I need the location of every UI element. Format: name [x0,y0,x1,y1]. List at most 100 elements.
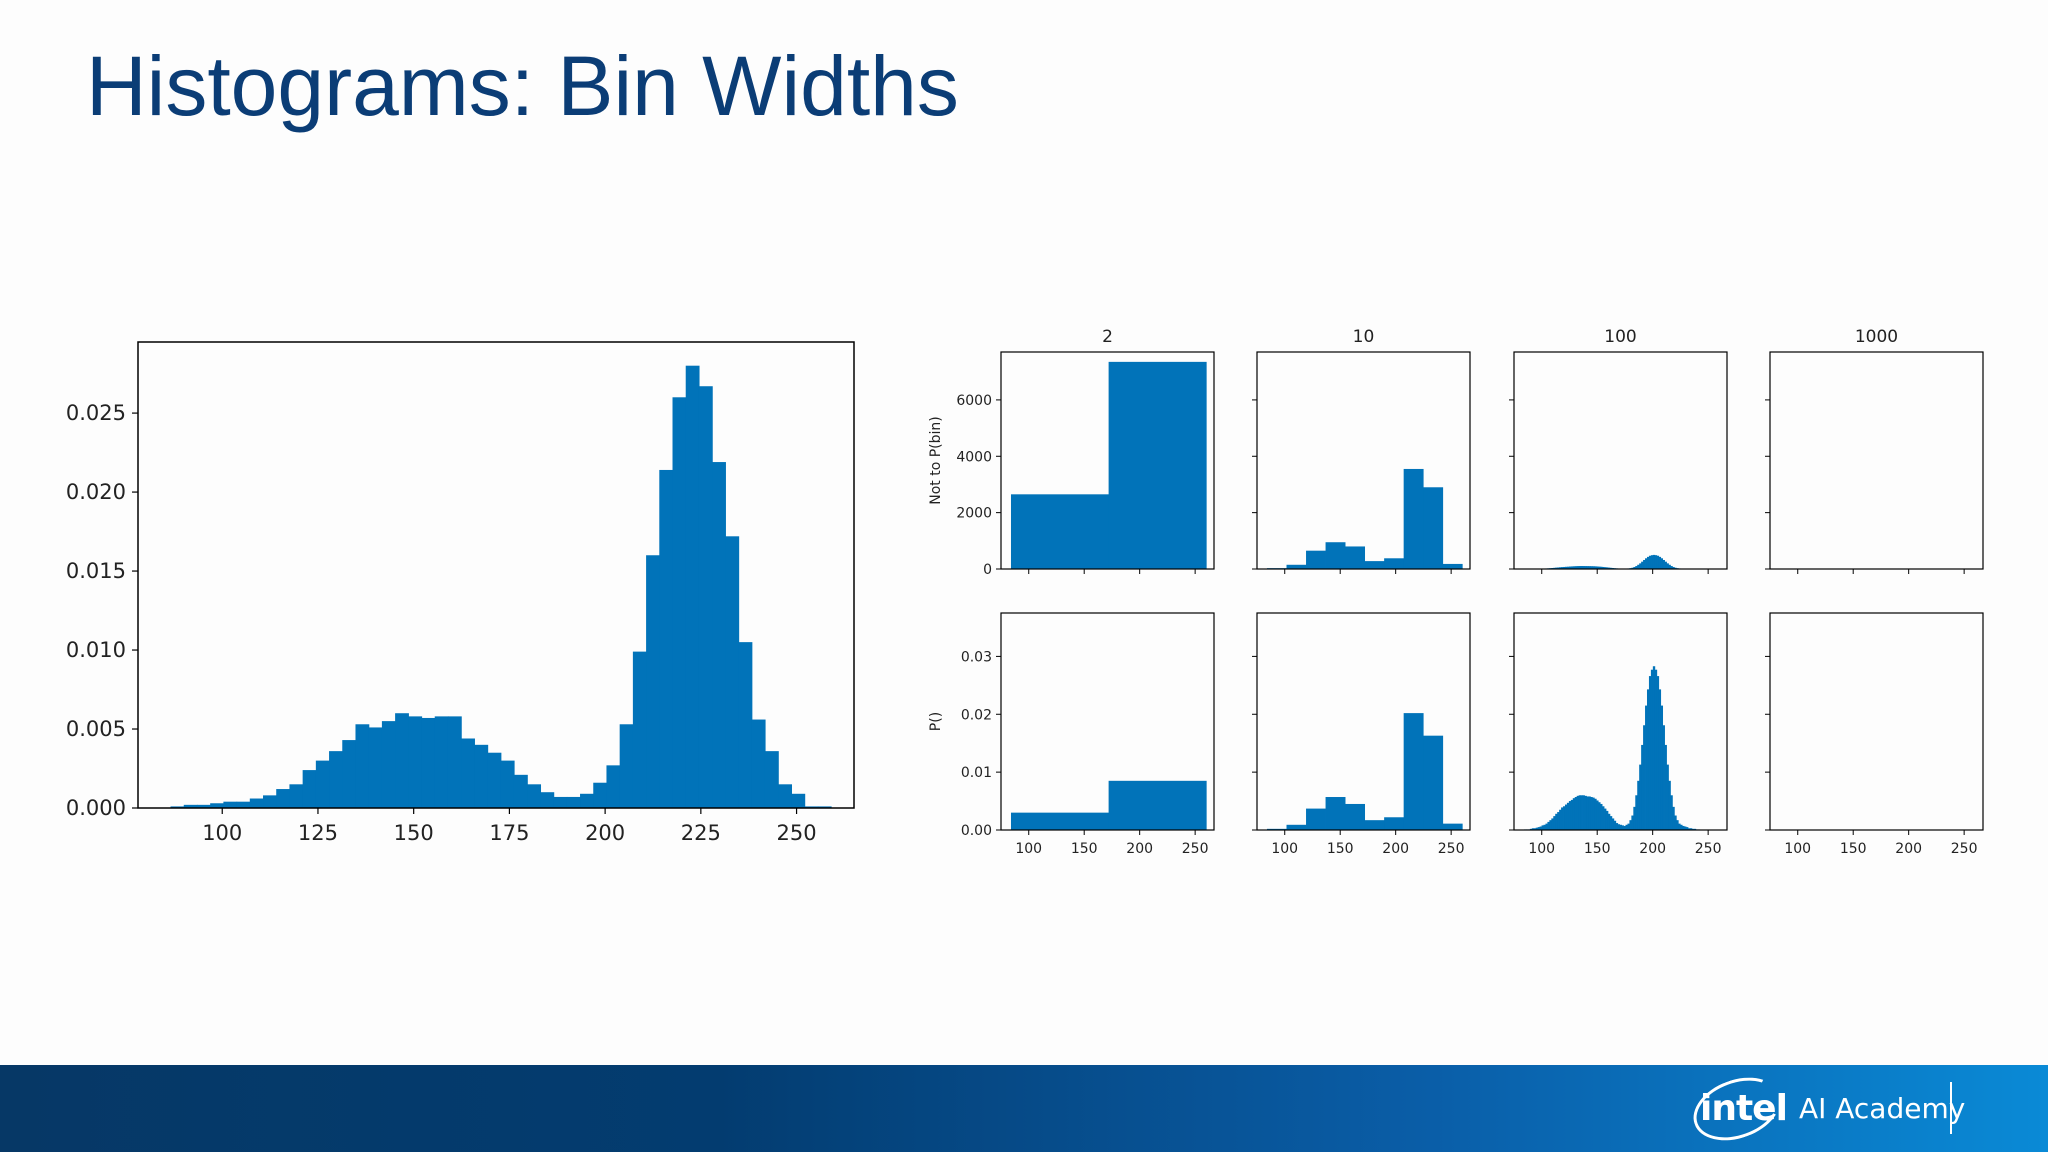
x-tick-label: 200 [1895,841,1922,857]
histogram-bar [1672,806,1675,830]
histogram-bar [1572,566,1576,569]
histogram-bar [1384,558,1405,569]
histogram-bar [1578,566,1582,569]
histogram-bar [1607,813,1611,830]
y-tick-label: 0 [983,562,992,578]
histogram-bar [1666,563,1669,569]
histogram-bar [1633,567,1636,569]
histogram-bar [1602,806,1605,830]
x-tick-label: 250 [1951,841,1978,857]
histogram-bar [1664,744,1667,830]
histogram-bar [1582,795,1585,830]
histogram-bar [1641,744,1644,830]
x-tick-label: 250 [1438,841,1465,857]
x-tick-label: 250 [777,821,817,845]
histogram-bar [1561,567,1564,569]
histogram-bar [646,555,660,808]
histogram-bar [487,752,502,808]
histogram-panel [1523,666,1701,830]
histogram-bar [580,793,594,808]
histogram-bar [1566,802,1570,830]
panel-frame [1513,351,1728,570]
histogram-bar [1682,825,1685,830]
histogram-bar [1574,797,1578,830]
histogram-bar [764,751,779,808]
histogram-bar [659,469,674,808]
histogram-bar [1566,566,1570,569]
histogram-bar [1680,824,1683,830]
histogram-bar [1670,795,1673,830]
x-tick-label: 200 [1382,841,1409,857]
x-tick-label: 225 [681,821,721,845]
histogram-bar [1687,828,1691,830]
histogram-bar [751,719,766,808]
histogram-bar [1641,561,1644,569]
main-histogram-bars [170,365,832,808]
histogram-bar [1108,780,1207,830]
histogram-bar [170,806,185,808]
histogram-bar [1543,824,1546,830]
histogram-bar [1689,828,1693,830]
histogram-bar [1654,555,1658,569]
panel-frame [1769,351,1984,570]
histogram-panel [1010,361,1207,569]
histogram-bar [1590,797,1593,830]
histogram-bar [1637,780,1640,830]
histogram-bar [1551,818,1554,830]
histogram-bar [381,721,396,808]
histogram-bar [1557,567,1560,569]
histogram-bar [1364,561,1385,569]
histogram-panel [1266,468,1463,569]
histogram-bar [1598,802,1601,830]
histogram-bar [1604,567,1607,569]
histogram-bar [778,784,792,808]
histogram-bar [395,713,409,808]
histogram-bar [1635,566,1638,569]
histogram-bar [1545,823,1548,830]
histogram-bar [1584,795,1587,830]
x-tick-label: 150 [394,821,434,845]
y-tick-label: 0.00 [961,823,992,839]
histogram-bar [1598,566,1601,569]
histogram-bar [1570,799,1574,830]
histogram-bar [1010,494,1110,569]
column-title: 100 [1604,327,1636,347]
histogram-bar [606,765,621,808]
x-tick-label: 250 [1695,841,1722,857]
histogram-bar [513,774,528,808]
histogram-bar [1564,804,1568,830]
histogram-bar [1674,567,1677,569]
histogram-bar [1645,558,1648,569]
histogram-bar [1654,669,1658,830]
histogram-bar [1668,564,1671,569]
histogram-bar [1286,824,1307,830]
histogram-bar [1537,827,1541,830]
histogram-bar [1442,823,1463,830]
histogram-bar [1576,795,1580,830]
histogram-bar [1584,566,1587,569]
y-tick-label: 6000 [956,393,992,409]
histogram-bar [1645,705,1648,830]
histogram-bar [698,386,713,808]
bin-width-grid-chart: 2 10 100 1000 Not to P(bin) 0 2000 4000 6000 P() 1… [928,327,1984,857]
histogram-bar [1607,567,1611,569]
y-tick-label: 0.02 [961,707,992,723]
histogram-bar [1582,566,1585,569]
histogram-bar [1588,566,1591,569]
histogram-bar [196,804,211,808]
histogram-bar [183,804,198,808]
histogram-bar [725,536,740,808]
histogram-bar [791,793,806,808]
histogram-bar [1629,820,1632,830]
intel-logo-text: intel [1700,1087,1788,1129]
histogram-bar [236,801,251,808]
histogram-bar [263,795,277,808]
histogram-bar [1674,815,1677,830]
histogram-bar [738,642,753,808]
histogram-bar [1619,824,1623,830]
histogram-bar [1574,566,1578,569]
histogram-bar [315,760,330,808]
histogram-bar [1625,824,1628,830]
y-tick-label: 0.01 [961,765,992,781]
histogram-bar [1345,803,1366,830]
